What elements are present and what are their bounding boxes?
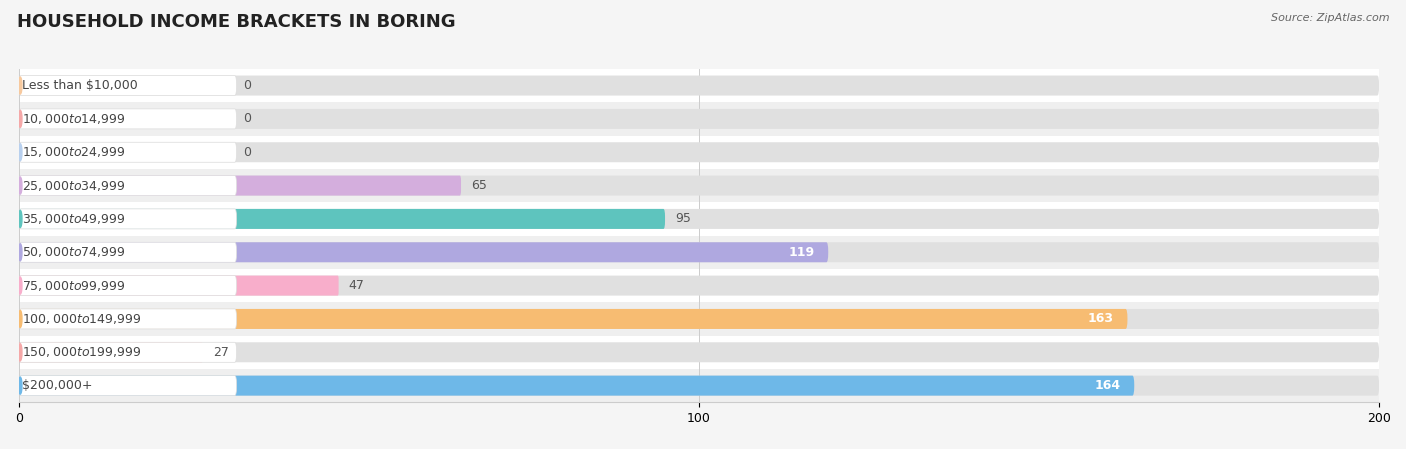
FancyBboxPatch shape	[20, 309, 1128, 329]
FancyBboxPatch shape	[20, 242, 1379, 262]
Circle shape	[18, 310, 22, 327]
FancyBboxPatch shape	[20, 342, 1379, 362]
FancyBboxPatch shape	[20, 376, 236, 396]
Text: $10,000 to $14,999: $10,000 to $14,999	[22, 112, 125, 126]
FancyBboxPatch shape	[20, 342, 202, 362]
Text: $75,000 to $99,999: $75,000 to $99,999	[22, 278, 125, 293]
FancyBboxPatch shape	[20, 209, 665, 229]
Bar	[20, 169, 1379, 202]
FancyBboxPatch shape	[20, 209, 236, 229]
Text: 95: 95	[675, 212, 692, 225]
Text: Less than $10,000: Less than $10,000	[22, 79, 138, 92]
Bar	[20, 269, 1379, 302]
Circle shape	[18, 177, 22, 194]
FancyBboxPatch shape	[20, 176, 236, 196]
FancyBboxPatch shape	[20, 276, 339, 295]
Bar	[20, 369, 1379, 402]
Text: 65: 65	[471, 179, 486, 192]
FancyBboxPatch shape	[20, 376, 1379, 396]
Text: 0: 0	[243, 79, 252, 92]
Circle shape	[18, 77, 22, 94]
Bar	[20, 69, 1379, 102]
Text: $25,000 to $34,999: $25,000 to $34,999	[22, 179, 125, 193]
Text: 0: 0	[243, 112, 252, 125]
Text: 27: 27	[212, 346, 229, 359]
Text: HOUSEHOLD INCOME BRACKETS IN BORING: HOUSEHOLD INCOME BRACKETS IN BORING	[17, 13, 456, 31]
FancyBboxPatch shape	[20, 242, 236, 262]
Circle shape	[18, 244, 22, 261]
Circle shape	[18, 144, 22, 161]
Bar	[20, 202, 1379, 236]
FancyBboxPatch shape	[20, 342, 236, 362]
Text: $15,000 to $24,999: $15,000 to $24,999	[22, 145, 125, 159]
Text: 0: 0	[243, 146, 252, 159]
Circle shape	[18, 277, 22, 294]
FancyBboxPatch shape	[20, 176, 461, 196]
FancyBboxPatch shape	[20, 109, 1379, 129]
FancyBboxPatch shape	[20, 142, 1379, 162]
Text: 164: 164	[1094, 379, 1121, 392]
Bar	[20, 102, 1379, 136]
Text: 47: 47	[349, 279, 364, 292]
FancyBboxPatch shape	[20, 209, 1379, 229]
Circle shape	[18, 211, 22, 228]
FancyBboxPatch shape	[20, 376, 1135, 396]
Bar	[20, 335, 1379, 369]
FancyBboxPatch shape	[20, 242, 828, 262]
Text: 163: 163	[1088, 313, 1114, 326]
Text: $200,000+: $200,000+	[22, 379, 93, 392]
FancyBboxPatch shape	[20, 309, 1379, 329]
Circle shape	[18, 110, 22, 128]
Bar	[20, 236, 1379, 269]
Text: $50,000 to $74,999: $50,000 to $74,999	[22, 245, 125, 259]
Text: $150,000 to $199,999: $150,000 to $199,999	[22, 345, 141, 359]
Text: $35,000 to $49,999: $35,000 to $49,999	[22, 212, 125, 226]
FancyBboxPatch shape	[20, 276, 236, 295]
Circle shape	[18, 344, 22, 361]
FancyBboxPatch shape	[20, 309, 236, 329]
Text: $100,000 to $149,999: $100,000 to $149,999	[22, 312, 141, 326]
FancyBboxPatch shape	[20, 276, 1379, 295]
Text: Source: ZipAtlas.com: Source: ZipAtlas.com	[1271, 13, 1389, 23]
Circle shape	[18, 377, 22, 394]
Bar	[20, 136, 1379, 169]
Text: 119: 119	[789, 246, 814, 259]
FancyBboxPatch shape	[20, 75, 236, 96]
FancyBboxPatch shape	[20, 176, 1379, 196]
FancyBboxPatch shape	[20, 109, 236, 129]
Bar	[20, 302, 1379, 335]
FancyBboxPatch shape	[20, 75, 1379, 96]
FancyBboxPatch shape	[20, 142, 236, 162]
